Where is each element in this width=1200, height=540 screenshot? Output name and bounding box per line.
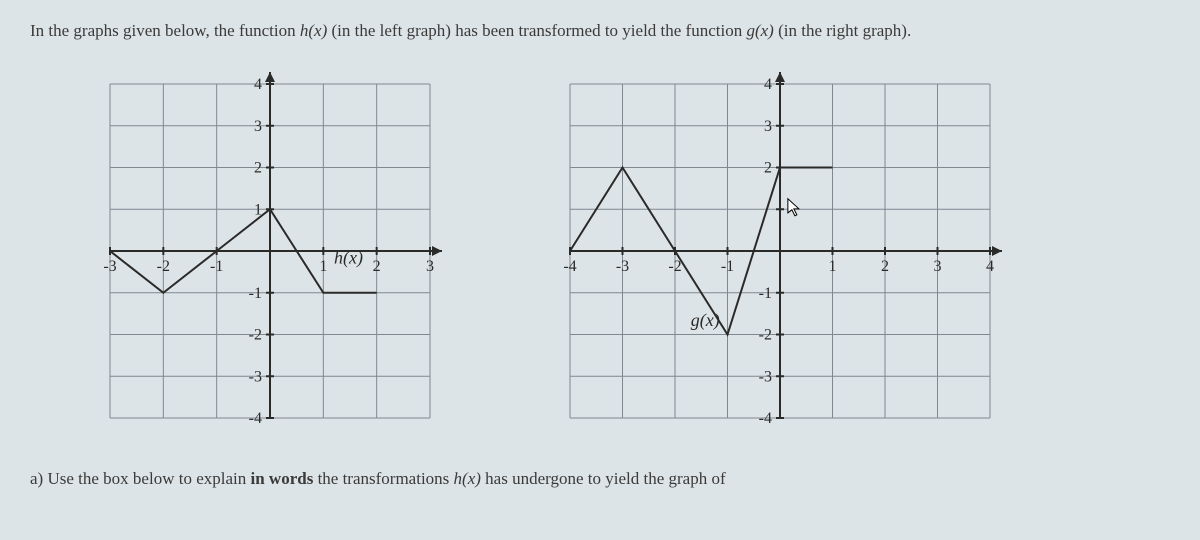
q-t2: the transformations bbox=[313, 469, 453, 488]
svg-text:-1: -1 bbox=[249, 284, 262, 301]
svg-text:-4: -4 bbox=[563, 258, 576, 275]
svg-text:4: 4 bbox=[986, 258, 994, 275]
svg-text:3: 3 bbox=[254, 117, 262, 134]
svg-text:2: 2 bbox=[881, 258, 889, 275]
svg-text:-1: -1 bbox=[721, 258, 734, 275]
svg-text:h(x): h(x) bbox=[334, 247, 363, 268]
chart-g-box: -4 -3 -2 -1 1 2 3 4 -4 -3 -2 -1 2 3 4 g(x) bbox=[550, 66, 1020, 436]
svg-text:-3: -3 bbox=[103, 258, 116, 275]
svg-text:-1: -1 bbox=[759, 284, 772, 301]
svg-text:-3: -3 bbox=[759, 368, 772, 385]
q-t1: Use the box below to explain bbox=[43, 469, 250, 488]
svg-text:g(x): g(x) bbox=[691, 310, 720, 331]
svg-text:1: 1 bbox=[319, 258, 327, 275]
func-g: g(x) bbox=[746, 21, 773, 40]
svg-text:2: 2 bbox=[764, 159, 772, 176]
charts-row: -3 -2 -1 1 2 3 -4 -3 -2 -1 1 2 3 4 h(x) -4 -3 -2 -1 1 2 3 4 -4… bbox=[90, 66, 1170, 436]
q-t3: has undergone to yield the graph of bbox=[481, 469, 726, 488]
svg-text:4: 4 bbox=[764, 76, 772, 93]
func-h: h(x) bbox=[300, 21, 327, 40]
svg-text:-2: -2 bbox=[668, 258, 681, 275]
chart-g: -4 -3 -2 -1 1 2 3 4 -4 -3 -2 -1 2 3 4 g(x) bbox=[550, 66, 1020, 436]
svg-text:3: 3 bbox=[764, 117, 772, 134]
svg-text:3: 3 bbox=[934, 258, 942, 275]
svg-text:-4: -4 bbox=[249, 410, 262, 427]
svg-text:4: 4 bbox=[254, 76, 262, 93]
svg-text:1: 1 bbox=[829, 258, 837, 275]
intro-prefix: In the graphs given below, the function bbox=[30, 21, 300, 40]
svg-text:-2: -2 bbox=[249, 326, 262, 343]
chart-h-box: -3-2-1123-4-3-2-11234h(x) bbox=[90, 66, 460, 436]
question-a: a) Use the box below to explain in words… bbox=[30, 466, 1170, 492]
svg-text:-1: -1 bbox=[210, 258, 223, 275]
svg-text:-3: -3 bbox=[616, 258, 629, 275]
svg-text:-3: -3 bbox=[249, 368, 262, 385]
svg-text:-2: -2 bbox=[157, 258, 170, 275]
q-h: h(x) bbox=[454, 469, 481, 488]
chart-h: -3-2-1123-4-3-2-11234h(x) bbox=[90, 66, 460, 436]
intro-mid1: (in the left graph) has been transformed… bbox=[327, 21, 746, 40]
problem-intro: In the graphs given below, the function … bbox=[30, 18, 1170, 44]
svg-text:-2: -2 bbox=[759, 326, 772, 343]
q-label: a) bbox=[30, 469, 43, 488]
svg-text:2: 2 bbox=[373, 258, 381, 275]
svg-text:3: 3 bbox=[426, 258, 434, 275]
intro-mid2: (in the right graph). bbox=[774, 21, 911, 40]
svg-text:-4: -4 bbox=[759, 410, 772, 427]
svg-text:2: 2 bbox=[254, 159, 262, 176]
q-bold: in words bbox=[250, 469, 313, 488]
